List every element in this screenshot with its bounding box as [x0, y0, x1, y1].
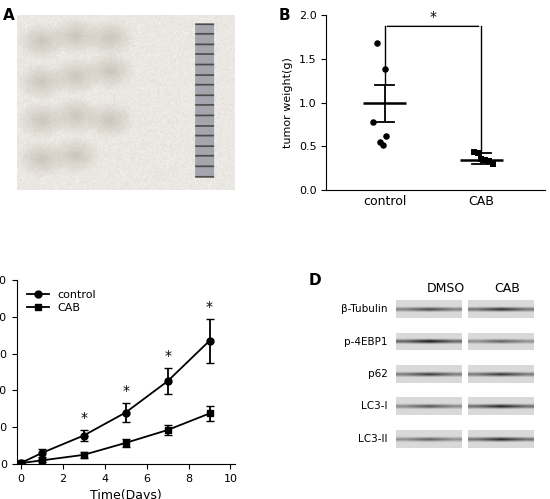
Point [477, 155, 486, 163]
Text: CAB: CAB [494, 282, 520, 295]
Text: LC3-II: LC3-II [358, 434, 387, 444]
X-axis label: Time(Days): Time(Days) [90, 490, 162, 499]
Point [382, 132, 391, 140]
Point [473, 149, 482, 157]
Text: LC3-I: LC3-I [361, 401, 387, 411]
Legend: control, CAB: control, CAB [22, 285, 101, 318]
Text: *: * [206, 299, 213, 313]
Point [375, 138, 384, 146]
Text: D: D [309, 272, 322, 288]
Point [481, 156, 490, 164]
Point [368, 118, 377, 126]
Text: A: A [3, 8, 15, 23]
Text: *: * [80, 411, 87, 425]
Point [469, 148, 478, 156]
Point [372, 39, 381, 47]
Text: p-4EBP1: p-4EBP1 [344, 336, 387, 346]
Y-axis label: tumor weight(g): tumor weight(g) [283, 57, 293, 148]
Point [489, 160, 498, 168]
Text: p62: p62 [367, 369, 387, 379]
Text: β-Tubulin: β-Tubulin [341, 304, 387, 314]
Point [380, 65, 389, 73]
Point [485, 157, 494, 165]
Text: B: B [278, 8, 290, 23]
Text: DMSO: DMSO [427, 282, 465, 295]
Text: *: * [164, 349, 171, 363]
Text: *: * [122, 384, 129, 398]
Text: *: * [430, 10, 437, 24]
Point [378, 141, 387, 149]
